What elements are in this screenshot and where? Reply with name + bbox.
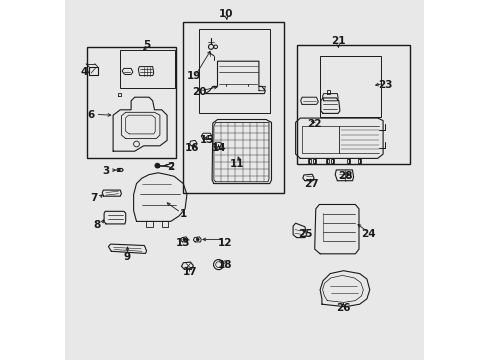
Text: 6: 6 [88, 110, 95, 120]
Text: 9: 9 [123, 252, 131, 262]
Text: 14: 14 [212, 143, 226, 153]
Text: 27: 27 [303, 179, 318, 189]
Text: 22: 22 [307, 119, 321, 129]
Text: 20: 20 [192, 87, 206, 97]
Text: 4: 4 [81, 67, 88, 77]
Bar [358, 159, 361, 163]
Text: 16: 16 [184, 143, 199, 153]
Text: 24: 24 [361, 229, 375, 239]
Bar [87, 47, 176, 158]
Text: 23: 23 [377, 80, 391, 90]
Text: 3: 3 [102, 166, 109, 176]
Bar [313, 159, 316, 163]
Bar [347, 159, 349, 163]
Circle shape [183, 238, 185, 241]
Text: 12: 12 [217, 238, 231, 248]
Text: 28: 28 [337, 171, 352, 181]
Text: 18: 18 [217, 260, 231, 270]
Circle shape [118, 169, 120, 171]
Text: 21: 21 [330, 36, 345, 46]
Bar [325, 159, 328, 163]
Text: 7: 7 [90, 193, 98, 203]
Bar [120, 50, 175, 88]
Text: 13: 13 [176, 238, 190, 248]
Bar [296, 45, 409, 164]
Text: 2: 2 [167, 162, 174, 172]
Text: 25: 25 [298, 229, 312, 239]
Bar [199, 29, 269, 113]
Text: 11: 11 [229, 159, 244, 169]
Bar [183, 22, 284, 193]
Text: 1: 1 [179, 209, 186, 219]
Bar [320, 56, 381, 117]
Circle shape [155, 163, 160, 168]
Text: 8: 8 [93, 220, 101, 230]
Bar [307, 159, 310, 163]
Text: 5: 5 [143, 40, 151, 50]
Text: 19: 19 [186, 71, 201, 81]
Text: 17: 17 [183, 267, 198, 277]
Bar [155, 164, 159, 167]
Text: 10: 10 [219, 9, 233, 19]
Bar [330, 159, 333, 163]
Text: 15: 15 [199, 135, 214, 145]
Text: 26: 26 [336, 303, 350, 313]
Circle shape [196, 238, 199, 241]
